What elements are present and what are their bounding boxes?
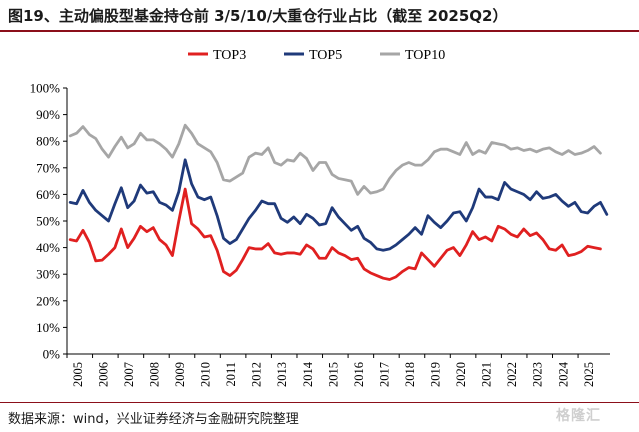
x-tick-label: 2012 xyxy=(250,362,264,387)
x-tick-label: 2017 xyxy=(377,362,391,387)
y-tick-label: 10% xyxy=(36,320,60,335)
x-tick-label: 2020 xyxy=(454,362,468,387)
line-chart: TOP3 TOP5 TOP10 0% 10% 20% 30% 40% 50% 60% 70% 80%… xyxy=(30,48,610,387)
series-group xyxy=(68,123,609,281)
x-tick-label: 2022 xyxy=(505,362,519,387)
x-tick-label: 2016 xyxy=(352,362,366,387)
x-tick-label: 2015 xyxy=(326,362,340,387)
source-note: 数据来源：wind，兴业证券经济与金融研究院整理 xyxy=(8,412,299,427)
series-line-top10 xyxy=(68,123,602,196)
x-tick-label: 2009 xyxy=(173,362,187,387)
y-tick-label: 20% xyxy=(36,293,60,308)
y-tick-label: 90% xyxy=(36,107,60,122)
source-divider xyxy=(0,402,639,403)
x-tick-label: 2013 xyxy=(275,362,289,387)
y-tick-label: 60% xyxy=(36,187,60,202)
watermark: 格隆汇 xyxy=(556,408,601,424)
y-tick-label: 30% xyxy=(36,267,60,282)
series-line-top5 xyxy=(68,158,609,252)
legend-label-top5: TOP5 xyxy=(309,48,342,63)
x-tick-label: 2011 xyxy=(224,362,238,387)
y-tick-label: 0% xyxy=(43,347,61,362)
x-tick-label: 2007 xyxy=(122,362,136,387)
title-bar: 图19、主动偏股型基金持仓前 3/5/10/大重仓行业占比（截至 2025Q2） xyxy=(0,0,639,30)
y-tick-label: 80% xyxy=(36,134,60,149)
y-axis: 0% 10% 20% 30% 40% 50% 60% 70% 80% 90% 100% xyxy=(30,81,68,362)
y-tick-label: 100% xyxy=(30,81,61,96)
y-tick-label: 50% xyxy=(36,214,60,229)
x-tick-label: 2014 xyxy=(301,361,315,387)
title-divider xyxy=(0,30,639,32)
chart-title: 图19、主动偏股型基金持仓前 3/5/10/大重仓行业占比（截至 2025Q2） xyxy=(8,7,508,25)
x-tick-label: 2023 xyxy=(531,362,545,387)
x-tick-label: 2010 xyxy=(199,362,213,387)
y-tick-label: 70% xyxy=(36,160,60,175)
x-axis: 2005 2006 2007 2008 2009 2010 2011 2012 2013 2014… xyxy=(66,353,610,387)
x-tick-label: 2021 xyxy=(480,362,494,387)
x-tick-label: 2008 xyxy=(147,362,161,387)
x-tick-label: 2025 xyxy=(582,362,596,387)
x-tick-label: 2024 xyxy=(556,361,570,387)
legend-label-top10: TOP10 xyxy=(405,48,445,63)
y-tick-label: 40% xyxy=(36,240,60,255)
x-tick-label: 2018 xyxy=(403,362,417,387)
series-line-top3 xyxy=(68,187,602,281)
x-tick-label: 2006 xyxy=(96,362,110,387)
x-tick-label: 2019 xyxy=(429,362,443,387)
legend-label-top3: TOP3 xyxy=(213,48,246,63)
chart-legend: TOP3 TOP5 TOP10 xyxy=(188,48,445,63)
x-tick-label: 2005 xyxy=(71,362,85,387)
